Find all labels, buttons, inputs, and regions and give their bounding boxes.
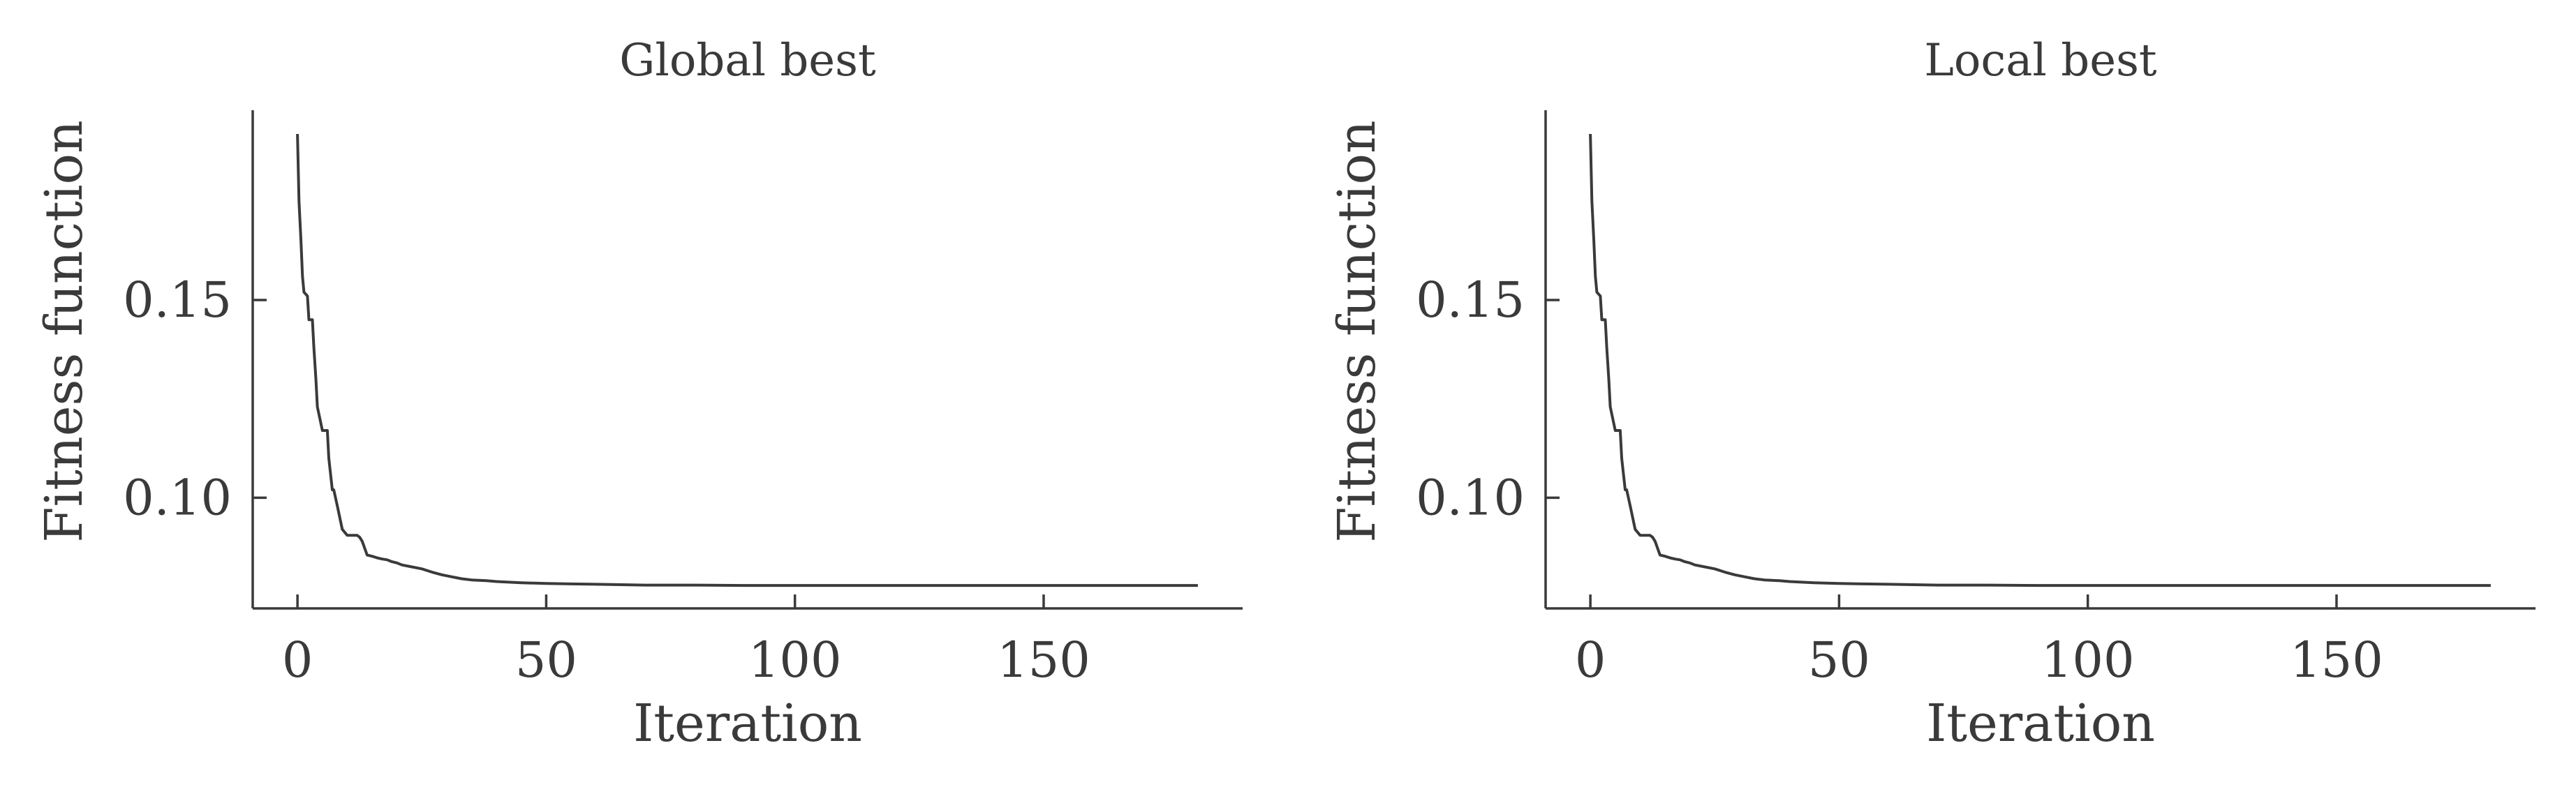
series-line [296, 133, 1198, 587]
x-axis-label: Iteration [1926, 694, 2155, 754]
x-tick-label: 50 [515, 631, 577, 689]
y-tick-label: 0.10 [1416, 469, 1525, 526]
y-tick-label: 0.10 [123, 469, 232, 526]
x-tick-label: 50 [1808, 631, 1870, 689]
x-tick-label: 0 [282, 631, 313, 689]
x-tick-label: 150 [997, 631, 1090, 689]
chart-panel-global-best: Global best Iteration Fitness function 0… [34, 35, 1243, 754]
chart-panel-local-best: Local best Iteration Fitness function 0 5… [1327, 35, 2536, 754]
x-tick-label: 0 [1575, 631, 1606, 689]
y-axis-label: Fitness function [34, 120, 94, 542]
y-tick-label: 0.15 [123, 271, 232, 329]
y-tick-label: 0.15 [1416, 271, 1525, 329]
x-tick-label: 150 [2290, 631, 2383, 689]
y-axis-label: Fitness function [1327, 120, 1387, 542]
x-tick-label: 100 [748, 631, 842, 689]
x-axis-label: Iteration [633, 694, 862, 754]
series-line [1589, 133, 2491, 587]
chart-title: Global best [619, 35, 876, 87]
chart-title: Local best [1924, 35, 2157, 87]
x-tick-label: 100 [2041, 631, 2135, 689]
